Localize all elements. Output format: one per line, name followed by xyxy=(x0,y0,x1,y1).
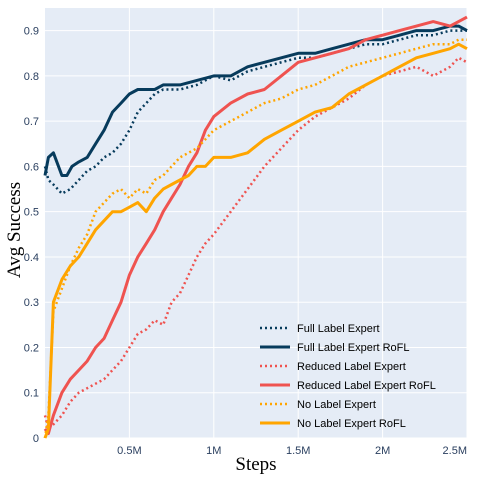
series-lines xyxy=(43,15,468,439)
series-line xyxy=(43,29,467,195)
plot-area xyxy=(45,8,467,438)
legend: Full Label Expert Full Label Expert RoFL R… xyxy=(260,323,436,430)
legend-label: Full Label Expert RoFL xyxy=(297,342,410,354)
y-tick-label: 0.2 xyxy=(24,342,39,354)
y-tick-label: 0.8 xyxy=(24,71,39,83)
y-tick-label: 0.3 xyxy=(24,297,39,309)
legend-label: No Label Expert RoFL xyxy=(297,418,406,430)
legend-label: Reduced Label Expert xyxy=(297,361,406,373)
x-tick-label: 2M xyxy=(375,445,390,457)
x-tick-label: 2.5M xyxy=(443,445,467,457)
y-axis-title: Avg Success xyxy=(4,182,25,278)
legend-label: Reduced Label Expert RoFL xyxy=(297,380,436,392)
legend-label: No Label Expert xyxy=(297,399,376,411)
y-tick-label: 0.7 xyxy=(24,116,39,128)
series-line xyxy=(43,38,467,439)
series-line xyxy=(43,42,468,439)
y-tick-label: 0.5 xyxy=(24,207,39,219)
y-tick-label: 0.9 xyxy=(24,26,39,38)
series-line xyxy=(43,24,468,177)
x-tick-label: 0.5M xyxy=(117,445,141,457)
y-tick-label: 0 xyxy=(33,433,39,445)
x-tick-label: 1.5M xyxy=(286,445,310,457)
tick-labels: 0 0.1 0.2 0.3 0.4 0.5 0.6 0.7 0.8 0.9 0.5M 1M 1.5M 2M… xyxy=(24,26,467,457)
y-tick-label: 0.6 xyxy=(24,161,39,173)
x-axis-title: Steps xyxy=(235,454,276,475)
legend-label: Full Label Expert xyxy=(297,323,380,335)
y-tick-label: 0.1 xyxy=(24,388,39,400)
series-line xyxy=(43,15,468,435)
x-tick-label: 1M xyxy=(206,445,221,457)
y-tick-label: 0.4 xyxy=(24,252,39,264)
